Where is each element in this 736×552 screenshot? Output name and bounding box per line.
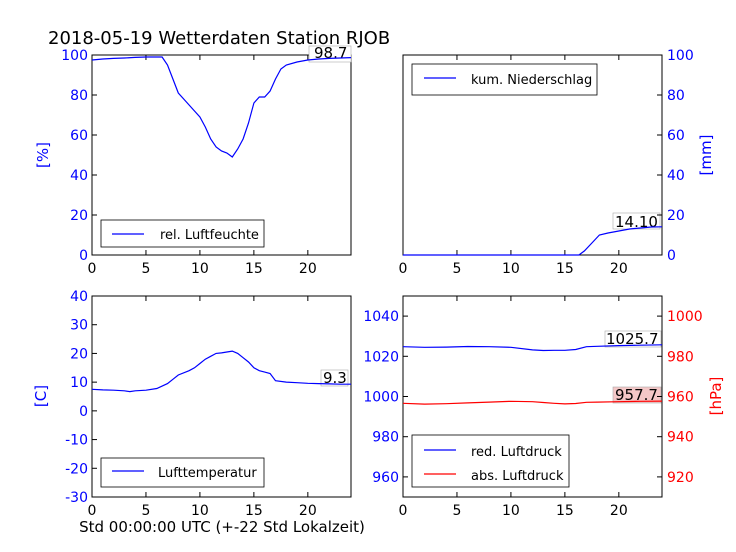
temperature-xtick-label: 15 (245, 503, 263, 519)
temperature-ylabel: [C] (32, 385, 50, 407)
pressure-ytick-label-left: 1020 (363, 349, 399, 365)
humidity-xtick-label: 0 (88, 261, 97, 277)
precip-ylabel: [mm] (697, 135, 715, 176)
humidity-xtick-label: 5 (141, 261, 150, 277)
pressure-xtick-label: 15 (556, 503, 574, 519)
humidity-ytick-label: 20 (70, 208, 88, 224)
pressure-ytick-label-right: 960 (667, 390, 694, 406)
humidity-ylabel: [%] (34, 142, 52, 168)
pressure-ytick-label-left: 980 (372, 430, 399, 446)
pressure-annotation-red-value: 1025.7 (606, 330, 659, 348)
precip-legend: kum. Niederschlag (411, 63, 598, 96)
precip-series-kum-niederschlag (403, 226, 663, 256)
pressure-ytick-label-right: 980 (667, 349, 694, 365)
temperature-xtick-label: 20 (299, 503, 317, 519)
pressure-ylabel: [hPa] (707, 377, 725, 416)
pressure-xtick-label: 5 (452, 503, 461, 519)
figure-title: 2018-05-19 Wetterdaten Station RJOB (48, 28, 390, 49)
precip-ytick-label: 60 (667, 128, 685, 144)
pressure-ytick-label-left: 960 (372, 470, 399, 486)
pressure-series-abs-luftdruck (402, 400, 663, 405)
pressure-annotation-abs: 957.7 (612, 386, 662, 404)
humidity-legend: rel. Luftfeuchte (100, 219, 265, 248)
pressure-ytick-label-right: 920 (667, 470, 694, 486)
pressure-ytick-label-left: 1000 (363, 390, 399, 406)
humidity-ytick-label: 40 (70, 168, 88, 184)
temperature-series-lufttemperatur (91, 350, 351, 393)
humidity-xtick-label: 20 (299, 261, 317, 277)
temperature-legend-box (100, 457, 265, 488)
pressure-annotation-abs-box (612, 386, 662, 404)
precip-annotation: 14.10 (612, 212, 661, 231)
figure-xlabel: Std 00:00:00 UTC (+-22 Std Lokalzeit) (79, 518, 365, 536)
pressure-annotation-red-box (604, 330, 662, 348)
humidity-xtick-label: 10 (191, 261, 209, 277)
temperature-annotation-box (320, 369, 349, 387)
temperature-ytick-label: 40 (70, 289, 88, 305)
humidity-ytick-label: 0 (79, 248, 88, 264)
humidity-series-rel-luftfeuchte (91, 56, 352, 158)
temperature-annotation-value: 9.3 (323, 369, 347, 387)
pressure-ytick-label-right: 940 (667, 430, 694, 446)
temperature-annotation: 9.3 (320, 369, 349, 387)
precip-legend-box (411, 63, 598, 96)
precip-ytick-label: 80 (667, 88, 685, 104)
precip-ytick-label: 40 (667, 168, 685, 184)
pressure-legend: red. Luftdruck abs. Luftdruck (411, 434, 570, 488)
temperature-ytick-label: 30 (70, 318, 88, 334)
temperature-xtick-label: 10 (191, 503, 209, 519)
pressure-ytick-label-left: 1040 (363, 309, 399, 325)
precip-xtick-label: 15 (556, 261, 574, 277)
precip-xtick-label: 5 (452, 261, 461, 277)
temperature-ytick-label: -20 (65, 461, 88, 477)
pressure-legend-box (411, 434, 570, 488)
humidity-ytick-label: 60 (70, 128, 88, 144)
precip-ytick-label: 100 (667, 48, 694, 64)
humidity-ytick-label: 100 (61, 48, 88, 64)
precip-xtick-label: 20 (610, 261, 628, 277)
pressure-xtick-label: 0 (399, 503, 408, 519)
pressure-ytick-label-right: 1000 (667, 309, 703, 325)
panel-humidity-frame (91, 54, 352, 256)
pressure-legend-label-red: red. Luftdruck (471, 445, 562, 460)
temperature-legend-label: Lufttemperatur (158, 466, 257, 481)
temperature-ytick-label: -30 (65, 490, 88, 506)
pressure-series-red-luftdruck (402, 344, 663, 352)
precip-legend-label: kum. Niederschlag (471, 73, 592, 88)
temperature-ytick-label: 20 (70, 346, 88, 362)
pressure-xtick-label: 10 (502, 503, 520, 519)
humidity-legend-box (100, 219, 265, 248)
pressure-annotation-abs-value: 957.7 (615, 386, 658, 404)
temperature-ytick-label: 0 (79, 404, 88, 420)
precip-xtick-label: 10 (502, 261, 520, 277)
precip-ytick-label: 0 (667, 248, 676, 264)
humidity-xtick-label: 15 (245, 261, 263, 277)
precip-annotation-value: 14.10 (615, 213, 658, 231)
temperature-ytick-label: 10 (70, 375, 88, 391)
temperature-ytick-label: -10 (65, 433, 88, 449)
pressure-legend-label-abs: abs. Luftdruck (471, 469, 564, 484)
temperature-legend: Lufttemperatur (100, 457, 265, 488)
precip-xtick-label: 0 (399, 261, 408, 277)
pressure-xtick-label: 20 (610, 503, 628, 519)
pressure-annotation-red: 1025.7 (604, 330, 662, 348)
humidity-ytick-label: 80 (70, 88, 88, 104)
precip-annotation-box (612, 212, 661, 230)
humidity-legend-label: rel. Luftfeuchte (160, 228, 259, 243)
temperature-xtick-label: 5 (141, 503, 150, 519)
temperature-xtick-label: 0 (88, 503, 97, 519)
panel-temperature-frame (91, 295, 352, 498)
precip-ytick-label: 20 (667, 208, 685, 224)
